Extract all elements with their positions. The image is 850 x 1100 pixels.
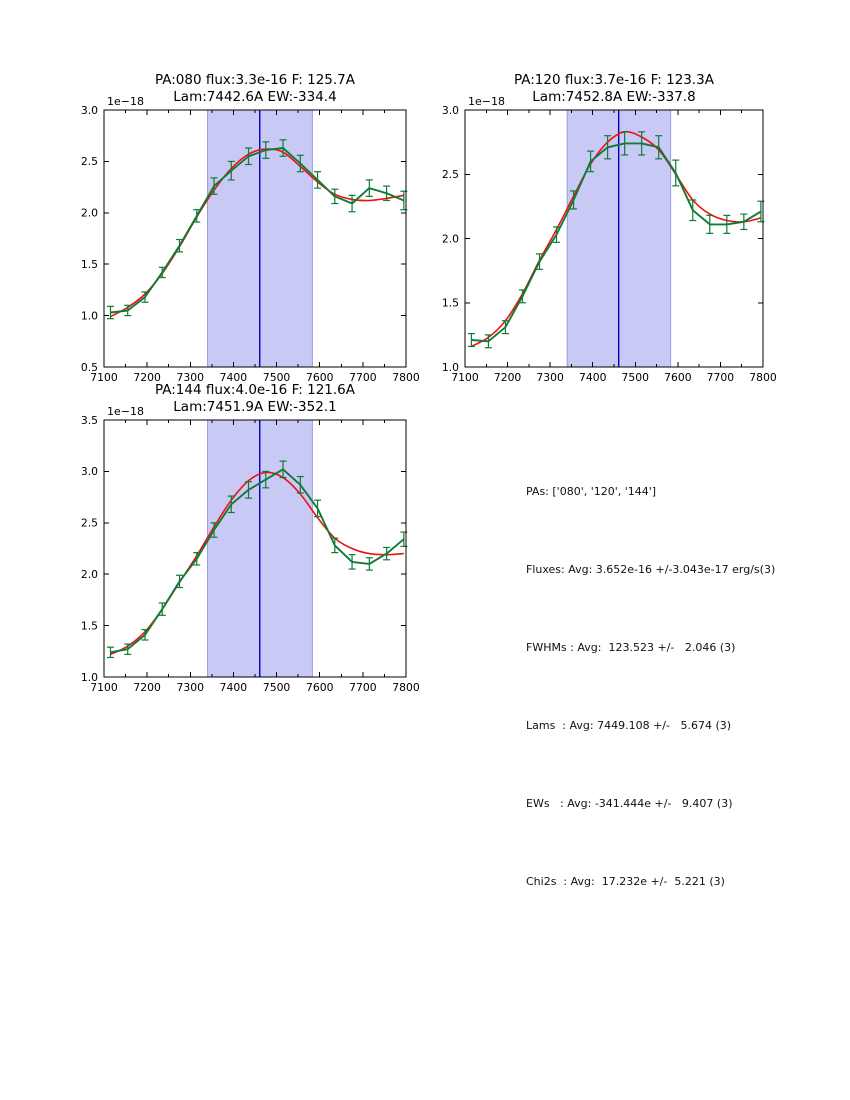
x-tick-label: 7700 bbox=[349, 681, 377, 694]
x-tick-label: 7300 bbox=[536, 371, 564, 384]
data-series-line bbox=[110, 468, 405, 654]
y-tick-label: 1.0 bbox=[442, 361, 459, 374]
summary-line-lams: Lams : Avg: 7449.108 +/- 5.674 (3) bbox=[526, 719, 732, 732]
summary-stats-block: PAs: ['080', '120', '144'] Fluxes: Avg: … bbox=[526, 427, 775, 947]
y-tick-label: 1.0 bbox=[81, 309, 98, 322]
x-tick-label: 7100 bbox=[451, 371, 479, 384]
y-tick-label: 2.0 bbox=[81, 568, 98, 581]
y-axis-offset-label: 1e−18 bbox=[107, 405, 144, 418]
axes-pa120: 7100 7200 7300 7400 7500 7600 7700 7800 1.0 1.5 2.… bbox=[442, 104, 777, 384]
subplot-title-line2: Lam:7452.8A EW:-337.8 bbox=[532, 89, 696, 105]
x-tick-label: 7500 bbox=[622, 371, 650, 384]
y-axis-offset-label: 1e−18 bbox=[468, 95, 505, 108]
y-tick-label: 1.0 bbox=[81, 671, 98, 684]
data-series-line bbox=[110, 147, 405, 314]
x-tick-label: 7800 bbox=[392, 371, 420, 384]
x-tick-label: 7500 bbox=[263, 371, 291, 384]
y-axis-offset-label: 1e−18 bbox=[107, 95, 144, 108]
x-tick-label: 7100 bbox=[90, 681, 118, 694]
x-tick-label: 7600 bbox=[664, 371, 692, 384]
summary-line-fluxes: Fluxes: Avg: 3.652e-16 +/-3.043e-17 erg/… bbox=[526, 563, 776, 576]
y-tick-label: 2.0 bbox=[442, 232, 459, 245]
subplot-title-line1: PA:080 flux:3.3e-16 F: 125.7A bbox=[154, 72, 356, 88]
x-tick-label: 7800 bbox=[749, 371, 777, 384]
x-tick-label: 7600 bbox=[306, 681, 334, 694]
summary-line-chi2s: Chi2s : Avg: 17.232e +/- 5.221 (3) bbox=[526, 875, 725, 888]
y-tick-label: 3.0 bbox=[81, 104, 98, 117]
subplot-title-pa144: PA:144 flux:4.0e-16 F: 121.6A Lam:7451.9… bbox=[84, 382, 426, 416]
data-series-line bbox=[471, 142, 762, 343]
axes-pa144: 7100 7200 7300 7400 7500 7600 7700 7800 1.0 1.5 2.… bbox=[81, 414, 420, 694]
x-tick-label: 7200 bbox=[133, 681, 161, 694]
y-tick-label: 2.5 bbox=[81, 155, 98, 168]
y-tick-label: 3.5 bbox=[81, 414, 98, 427]
x-tick-label: 7600 bbox=[306, 371, 334, 384]
x-tick-label: 7800 bbox=[392, 681, 420, 694]
y-tick-label: 1.5 bbox=[442, 297, 459, 310]
x-tick-label: 7700 bbox=[349, 371, 377, 384]
x-tick-label: 7500 bbox=[263, 681, 291, 694]
y-tick-label: 3.0 bbox=[81, 465, 98, 478]
y-tick-label: 0.5 bbox=[81, 361, 98, 374]
y-tick-label: 1.5 bbox=[81, 258, 98, 271]
y-tick-label: 2.5 bbox=[81, 517, 98, 530]
subplot-title-line1: PA:120 flux:3.7e-16 F: 123.3A bbox=[513, 72, 715, 88]
subplot-title-line2: Lam:7442.6A EW:-334.4 bbox=[173, 89, 337, 105]
subplot-title-line1: PA:144 flux:4.0e-16 F: 121.6A bbox=[154, 382, 356, 398]
summary-line-fwhms: FWHMs : Avg: 123.523 +/- 2.046 (3) bbox=[526, 641, 736, 654]
y-tick-label: 3.0 bbox=[442, 104, 459, 117]
x-tick-label: 7300 bbox=[177, 371, 205, 384]
axes-pa080: 7100 7200 7300 7400 7500 7600 7700 7800 0.5 1.0 1.… bbox=[81, 104, 420, 384]
x-tick-label: 7400 bbox=[220, 681, 248, 694]
y-tick-label: 1.5 bbox=[81, 619, 98, 632]
x-tick-label: 7300 bbox=[177, 681, 205, 694]
x-tick-label: 7400 bbox=[579, 371, 607, 384]
x-tick-label: 7100 bbox=[90, 371, 118, 384]
x-tick-label: 7200 bbox=[494, 371, 522, 384]
subplot-title-pa080: PA:080 flux:3.3e-16 F: 125.7A Lam:7442.6… bbox=[84, 72, 426, 106]
x-tick-label: 7200 bbox=[133, 371, 161, 384]
subplot-title-pa120: PA:120 flux:3.7e-16 F: 123.3A Lam:7452.8… bbox=[445, 72, 783, 106]
summary-line-pas: PAs: ['080', '120', '144'] bbox=[526, 485, 657, 498]
subplot-title-line2: Lam:7451.9A EW:-352.1 bbox=[173, 399, 337, 415]
x-tick-label: 7700 bbox=[707, 371, 735, 384]
summary-line-ews: EWs : Avg: -341.444e +/- 9.407 (3) bbox=[526, 797, 733, 810]
y-tick-label: 2.5 bbox=[442, 168, 459, 181]
y-tick-label: 2.0 bbox=[81, 207, 98, 220]
x-tick-label: 7400 bbox=[220, 371, 248, 384]
